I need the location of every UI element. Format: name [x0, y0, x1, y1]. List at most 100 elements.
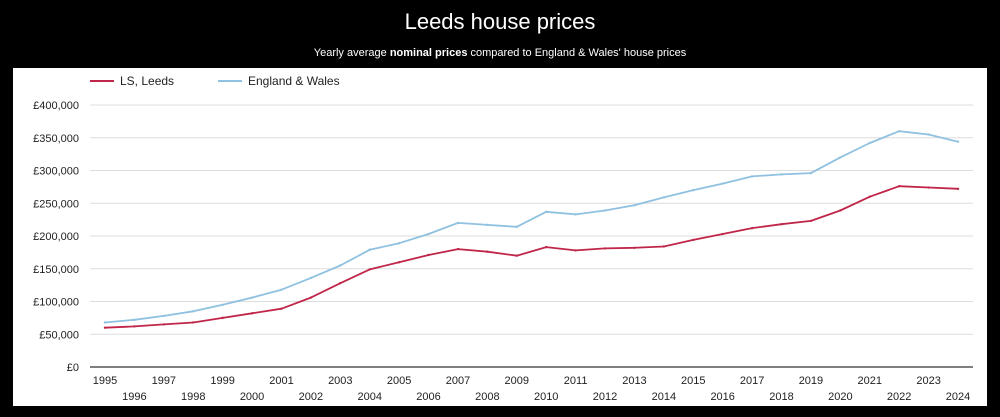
data-point: [868, 195, 871, 198]
y-tick-label: £250,000: [33, 198, 79, 210]
x-tick-label: 1999: [210, 375, 234, 387]
x-tick-label: 2017: [740, 375, 764, 387]
data-point: [956, 140, 960, 143]
x-tick-label: 2014: [652, 391, 676, 403]
data-point: [633, 246, 636, 249]
data-point: [427, 232, 430, 236]
data-point: [486, 250, 489, 253]
series: [103, 130, 960, 329]
chart-panel: £0 £50,000 £100,000 £150,000 £200,000 £250,00…: [13, 68, 987, 406]
data-point: [280, 307, 283, 310]
x-tick-label: 2004: [357, 391, 381, 403]
x-tick-label: 1997: [152, 375, 176, 387]
line-chart: £0 £50,000 £100,000 £150,000 £200,000 £250,00…: [33, 74, 973, 403]
legend[interactable]: LS, Leeds England & Wales: [90, 74, 340, 88]
y-tick-label: £150,000: [33, 264, 79, 276]
data-point: [574, 213, 577, 216]
x-tick-label: 2015: [681, 375, 705, 387]
data-point: [192, 310, 195, 313]
data-point: [515, 225, 518, 229]
x-tick-label: 2022: [887, 391, 911, 403]
data-point: [545, 245, 548, 249]
data-point: [103, 321, 107, 324]
data-point: [339, 264, 342, 267]
y-tick-label: £400,000: [33, 100, 79, 112]
data-point: [750, 226, 754, 230]
data-point: [545, 210, 548, 213]
x-tick-label: 2013: [622, 375, 646, 387]
x-tick-label: 2008: [475, 391, 499, 403]
x-tick-label: 2010: [534, 391, 558, 403]
x-tick-label: 2023: [916, 375, 940, 387]
x-tick-label: 2020: [828, 391, 852, 403]
data-point: [515, 254, 518, 257]
y-tick-label: £300,000: [33, 166, 79, 178]
data-point: [250, 296, 254, 299]
x-tick-label: 2005: [387, 375, 411, 387]
legend-item-england-wales[interactable]: England & Wales: [218, 74, 340, 88]
data-point: [662, 196, 666, 199]
data-point: [574, 249, 577, 252]
data-point: [956, 187, 960, 191]
data-point: [309, 276, 313, 280]
data-point: [809, 219, 813, 223]
data-point: [897, 185, 901, 188]
chart-header: Leeds house prices Yearly average nomina…: [0, 0, 1000, 68]
data-point: [133, 325, 136, 328]
y-tick-label: £100,000: [33, 297, 79, 309]
x-tick-label: 1996: [122, 391, 146, 403]
data-point: [868, 141, 871, 145]
data-point: [339, 281, 342, 285]
data-point: [927, 133, 930, 136]
legend-item-leeds[interactable]: LS, Leeds: [90, 74, 174, 88]
data-point: [456, 221, 460, 225]
data-point: [309, 296, 313, 299]
data-point: [603, 247, 607, 250]
legend-label: England & Wales: [248, 74, 340, 88]
data-point: [927, 186, 930, 189]
y-tick-label: £50,000: [39, 329, 79, 341]
subtitle-emphasis: nominal prices: [389, 47, 468, 59]
data-point: [162, 314, 166, 318]
x-tick-label: 2018: [769, 391, 793, 403]
data-point: [662, 245, 666, 248]
data-point: [397, 261, 401, 264]
x-tick-label: 2002: [299, 391, 323, 403]
subtitle-suffix: compared to England & Wales' house price…: [467, 47, 687, 59]
data-point: [133, 318, 136, 322]
data-point: [721, 182, 724, 185]
x-tick-label: 2009: [505, 375, 529, 387]
x-tick-label: 2021: [858, 375, 882, 387]
x-tick-label: 1995: [93, 375, 117, 387]
series-line-leeds: [104, 185, 959, 329]
x-tick-label: 2000: [240, 391, 264, 403]
x-tick-label: 2024: [946, 391, 970, 403]
data-point: [839, 209, 842, 212]
data-point: [750, 175, 754, 178]
legend-label: LS, Leeds: [120, 74, 174, 88]
data-point: [427, 253, 430, 257]
subtitle-prefix: Yearly average: [313, 47, 390, 59]
chart-subtitle: Yearly average nominal prices compared t…: [0, 47, 1000, 59]
data-point: [397, 242, 401, 245]
y-axis-tick-labels: £0 £50,000 £100,000 £150,000 £200,000 £250,00…: [33, 100, 79, 374]
data-point: [780, 223, 783, 226]
chart-title: Leeds house prices: [404, 9, 596, 34]
x-axis-tick-labels: 1995 1996 1997 1998 1999 2000 2001 2002 2003 2004…: [93, 375, 970, 403]
x-tick-label: 2012: [593, 391, 617, 403]
data-point: [897, 130, 901, 133]
data-point: [839, 156, 842, 159]
data-point: [368, 268, 371, 271]
x-tick-label: 2001: [269, 375, 293, 387]
x-tick-label: 2019: [799, 375, 823, 387]
data-point: [780, 173, 783, 176]
data-point: [692, 188, 695, 192]
data-point: [221, 303, 224, 306]
data-point: [603, 209, 607, 212]
x-tick-label: 2016: [710, 391, 734, 403]
x-tick-label: 2007: [446, 375, 470, 387]
y-tick-label: £350,000: [33, 133, 79, 145]
x-tick-label: 2006: [416, 391, 440, 403]
x-tick-label: 1998: [181, 391, 205, 403]
data-point: [162, 323, 166, 326]
